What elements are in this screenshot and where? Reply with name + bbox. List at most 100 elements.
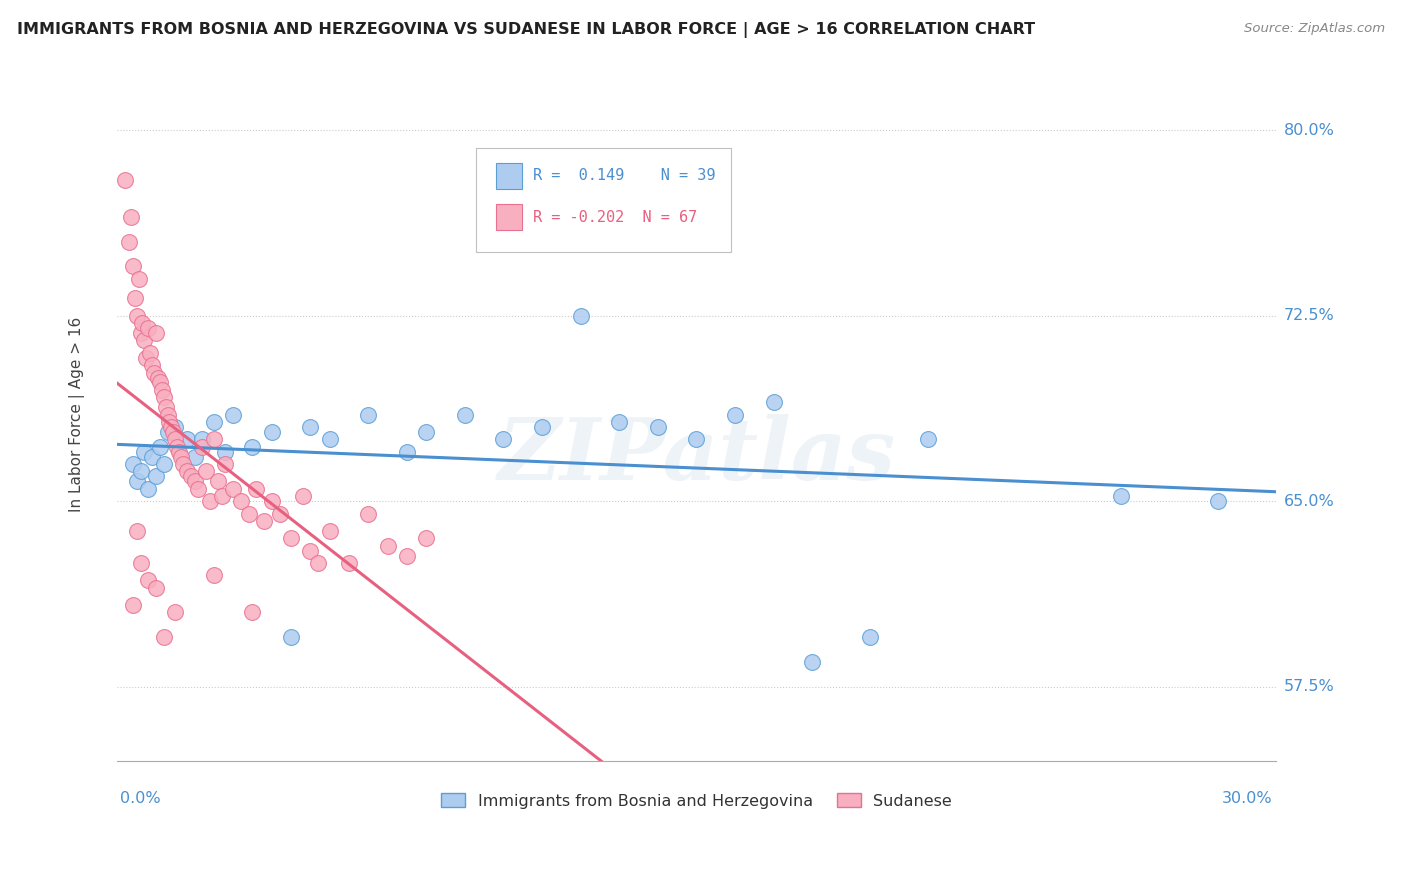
Point [149, 376, 172, 390]
Point [1109, 489, 1132, 503]
Point [569, 309, 592, 323]
Point [136, 321, 159, 335]
Point [162, 425, 184, 439]
Point [191, 433, 214, 447]
Point [377, 539, 399, 553]
Point [207, 475, 229, 489]
Point [260, 425, 283, 439]
Text: R = -0.202  N = 67: R = -0.202 N = 67 [533, 210, 697, 225]
Point [145, 326, 167, 340]
Point [337, 556, 360, 570]
Point [145, 581, 167, 595]
Point [242, 440, 264, 454]
Point [395, 444, 418, 458]
Point [139, 346, 162, 360]
Text: 72.5%: 72.5% [1284, 309, 1334, 323]
Point [121, 598, 143, 612]
Point [299, 543, 322, 558]
Point [191, 440, 214, 454]
Point [245, 482, 267, 496]
Point [114, 173, 136, 187]
Point [121, 457, 143, 471]
Point [280, 531, 302, 545]
Point [134, 334, 156, 348]
Point [149, 440, 172, 454]
Point [124, 292, 146, 306]
Point [647, 420, 669, 434]
Point [150, 383, 173, 397]
Text: 30.0%: 30.0% [1222, 791, 1272, 806]
Point [253, 514, 276, 528]
Point [143, 366, 166, 380]
Point [299, 420, 322, 434]
Point [531, 420, 554, 434]
Point [172, 457, 194, 471]
Point [120, 210, 142, 224]
Point [166, 440, 188, 454]
Point [415, 425, 437, 439]
Point [125, 475, 148, 489]
Point [415, 531, 437, 545]
Point [492, 433, 515, 447]
Point [762, 395, 785, 409]
Point [357, 408, 380, 422]
Point [141, 358, 163, 372]
Point [222, 482, 245, 496]
Point [269, 507, 291, 521]
Point [211, 489, 233, 503]
Point [859, 630, 882, 644]
Point [136, 574, 159, 588]
Point [395, 549, 418, 563]
Point [242, 606, 264, 620]
Point [202, 433, 225, 447]
Text: IMMIGRANTS FROM BOSNIA AND HERZEGOVINA VS SUDANESE IN LABOR FORCE | AGE > 16 COR: IMMIGRANTS FROM BOSNIA AND HERZEGOVINA V… [17, 22, 1035, 38]
Point [128, 271, 150, 285]
Point [183, 475, 205, 489]
Point [214, 444, 236, 458]
Point [125, 524, 148, 538]
Text: 0.0%: 0.0% [120, 791, 160, 806]
Point [291, 489, 314, 503]
Text: Source: ZipAtlas.com: Source: ZipAtlas.com [1244, 22, 1385, 36]
Point [121, 260, 143, 274]
Point [160, 420, 183, 434]
Point [129, 465, 152, 479]
Point [917, 433, 939, 447]
Point [146, 370, 169, 384]
Text: 80.0%: 80.0% [1284, 123, 1334, 138]
Point [131, 316, 153, 330]
Point [202, 415, 225, 429]
Point [170, 450, 193, 464]
Point [152, 630, 174, 644]
Point [195, 465, 218, 479]
Text: 65.0%: 65.0% [1284, 493, 1334, 508]
Point [129, 556, 152, 570]
Point [136, 482, 159, 496]
Legend: Immigrants from Bosnia and Herzegovina, Sudanese: Immigrants from Bosnia and Herzegovina, … [434, 787, 959, 815]
Point [280, 630, 302, 644]
Point [165, 433, 187, 447]
Point [155, 401, 177, 415]
Point [202, 568, 225, 582]
Point [1206, 494, 1229, 508]
Text: R =  0.149    N = 39: R = 0.149 N = 39 [533, 169, 716, 184]
Point [165, 420, 187, 434]
Point [454, 408, 477, 422]
Point [607, 415, 630, 429]
Point [129, 326, 152, 340]
Point [141, 450, 163, 464]
Point [187, 482, 209, 496]
Point [222, 408, 245, 422]
Point [180, 469, 202, 483]
Point [135, 351, 157, 365]
Point [134, 444, 156, 458]
Point [214, 457, 236, 471]
Point [125, 309, 148, 323]
Text: 57.5%: 57.5% [1284, 679, 1334, 694]
Point [801, 655, 824, 669]
Point [307, 556, 329, 570]
Point [198, 494, 221, 508]
Bar [496, 162, 522, 189]
Point [176, 465, 198, 479]
Point [724, 408, 747, 422]
